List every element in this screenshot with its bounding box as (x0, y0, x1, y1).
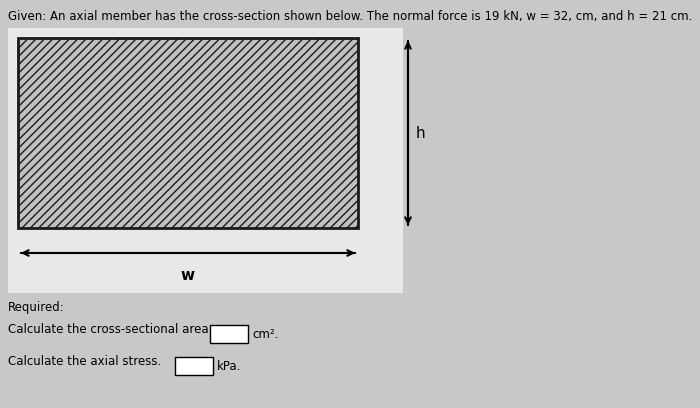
Text: Calculate the cross-sectional area.: Calculate the cross-sectional area. (8, 323, 212, 336)
Text: h: h (416, 126, 426, 140)
Bar (175, 357, 213, 375)
Text: Calculate the axial stress.: Calculate the axial stress. (8, 355, 161, 368)
Text: kPa.: kPa. (217, 359, 241, 373)
Text: w: w (181, 268, 195, 283)
Text: Required:: Required: (8, 301, 64, 314)
Text: Given: An axial member has the cross-section shown below. The normal force is 19: Given: An axial member has the cross-sec… (8, 10, 692, 23)
Bar (8, 28, 403, 293)
Bar (210, 325, 248, 343)
Text: cm².: cm². (252, 328, 279, 341)
Bar (18, 38, 358, 228)
